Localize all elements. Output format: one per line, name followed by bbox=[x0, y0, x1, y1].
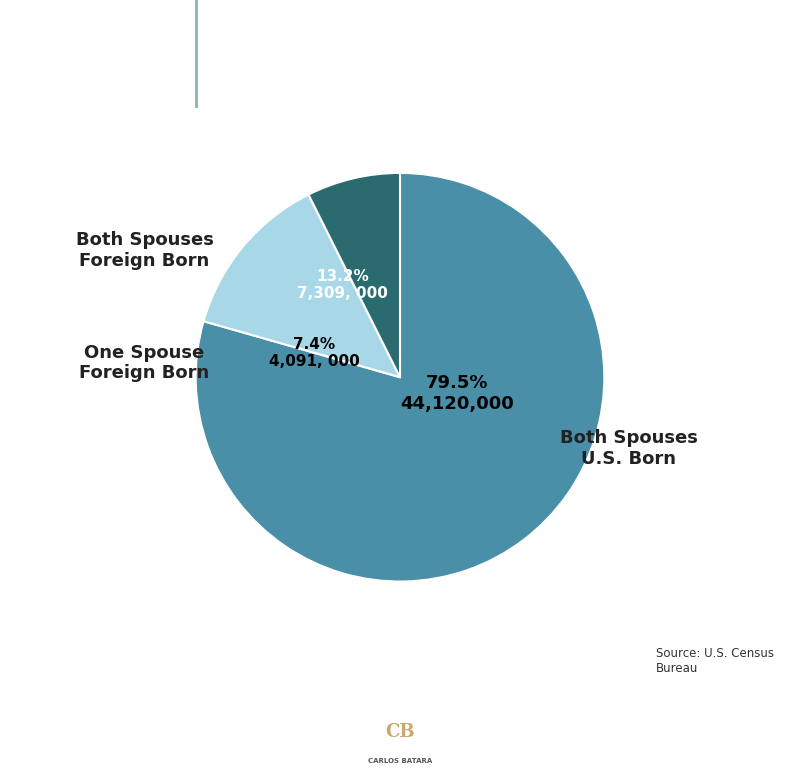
Text: CB: CB bbox=[385, 722, 415, 740]
Text: Source: U.S. Census
Bureau: Source: U.S. Census Bureau bbox=[656, 647, 774, 675]
Text: (800) 287-1180: (800) 287-1180 bbox=[570, 752, 678, 765]
Wedge shape bbox=[203, 194, 400, 377]
Text: CARLOS BATARA: CARLOS BATARA bbox=[368, 758, 432, 765]
Text: One Spouse
Foreign Born: One Spouse Foreign Born bbox=[79, 344, 210, 383]
Text: 13.2%
7,309, 000: 13.2% 7,309, 000 bbox=[298, 269, 388, 301]
Text: 7.4%
4,091, 000: 7.4% 4,091, 000 bbox=[269, 337, 359, 369]
Wedge shape bbox=[309, 173, 400, 377]
Wedge shape bbox=[196, 173, 604, 582]
Text: 79.5%
44,120,000: 79.5% 44,120,000 bbox=[400, 374, 514, 413]
Text: Helping Immigrants Live And: Helping Immigrants Live And bbox=[522, 716, 726, 729]
Text: Both Spouses
Foreign Born: Both Spouses Foreign Born bbox=[76, 231, 214, 270]
Text: Carlos Batara, Attorney at Law: Carlos Batara, Attorney at Law bbox=[35, 722, 253, 736]
Text: Both Spouses
U.S. Born: Both Spouses U.S. Born bbox=[560, 430, 698, 468]
Text: www.BataraImmigrationLaw.com: www.BataraImmigrationLaw.com bbox=[28, 743, 260, 756]
Text: MARRIED COUPLE HOUSEHOLDS: MARRIED COUPLE HOUSEHOLDS bbox=[212, 39, 763, 69]
FancyBboxPatch shape bbox=[332, 696, 468, 776]
Text: Work Legally In The United States.: Work Legally In The United States. bbox=[502, 734, 746, 747]
